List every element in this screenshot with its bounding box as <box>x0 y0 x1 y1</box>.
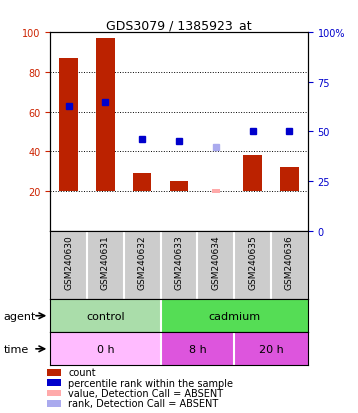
Text: agent: agent <box>4 311 36 321</box>
Text: percentile rank within the sample: percentile rank within the sample <box>68 378 233 388</box>
Text: 20 h: 20 h <box>259 344 284 354</box>
Text: value, Detection Call = ABSENT: value, Detection Call = ABSENT <box>68 388 223 398</box>
Text: GSM240630: GSM240630 <box>64 235 73 289</box>
Text: cadmium: cadmium <box>208 311 260 321</box>
Text: 0 h: 0 h <box>97 344 114 354</box>
Bar <box>59 59 78 192</box>
Bar <box>96 39 115 192</box>
Bar <box>243 156 262 192</box>
Bar <box>170 182 188 192</box>
Title: GDS3079 / 1385923_at: GDS3079 / 1385923_at <box>106 19 252 32</box>
Text: control: control <box>86 311 125 321</box>
Bar <box>280 168 299 192</box>
Text: rank, Detection Call = ABSENT: rank, Detection Call = ABSENT <box>68 399 218 408</box>
Text: GSM240636: GSM240636 <box>285 235 294 289</box>
Text: GSM240633: GSM240633 <box>174 235 184 289</box>
Text: GSM240631: GSM240631 <box>101 235 110 289</box>
Bar <box>50 299 161 332</box>
Bar <box>234 332 308 366</box>
Text: GSM240634: GSM240634 <box>211 235 220 289</box>
Bar <box>161 299 308 332</box>
Bar <box>133 174 151 192</box>
Bar <box>161 332 234 366</box>
Text: GSM240632: GSM240632 <box>138 235 147 289</box>
Text: time: time <box>4 344 29 354</box>
Bar <box>50 332 161 366</box>
Bar <box>212 190 219 194</box>
Text: GSM240635: GSM240635 <box>248 235 257 289</box>
Text: 8 h: 8 h <box>189 344 206 354</box>
Text: count: count <box>68 368 96 377</box>
